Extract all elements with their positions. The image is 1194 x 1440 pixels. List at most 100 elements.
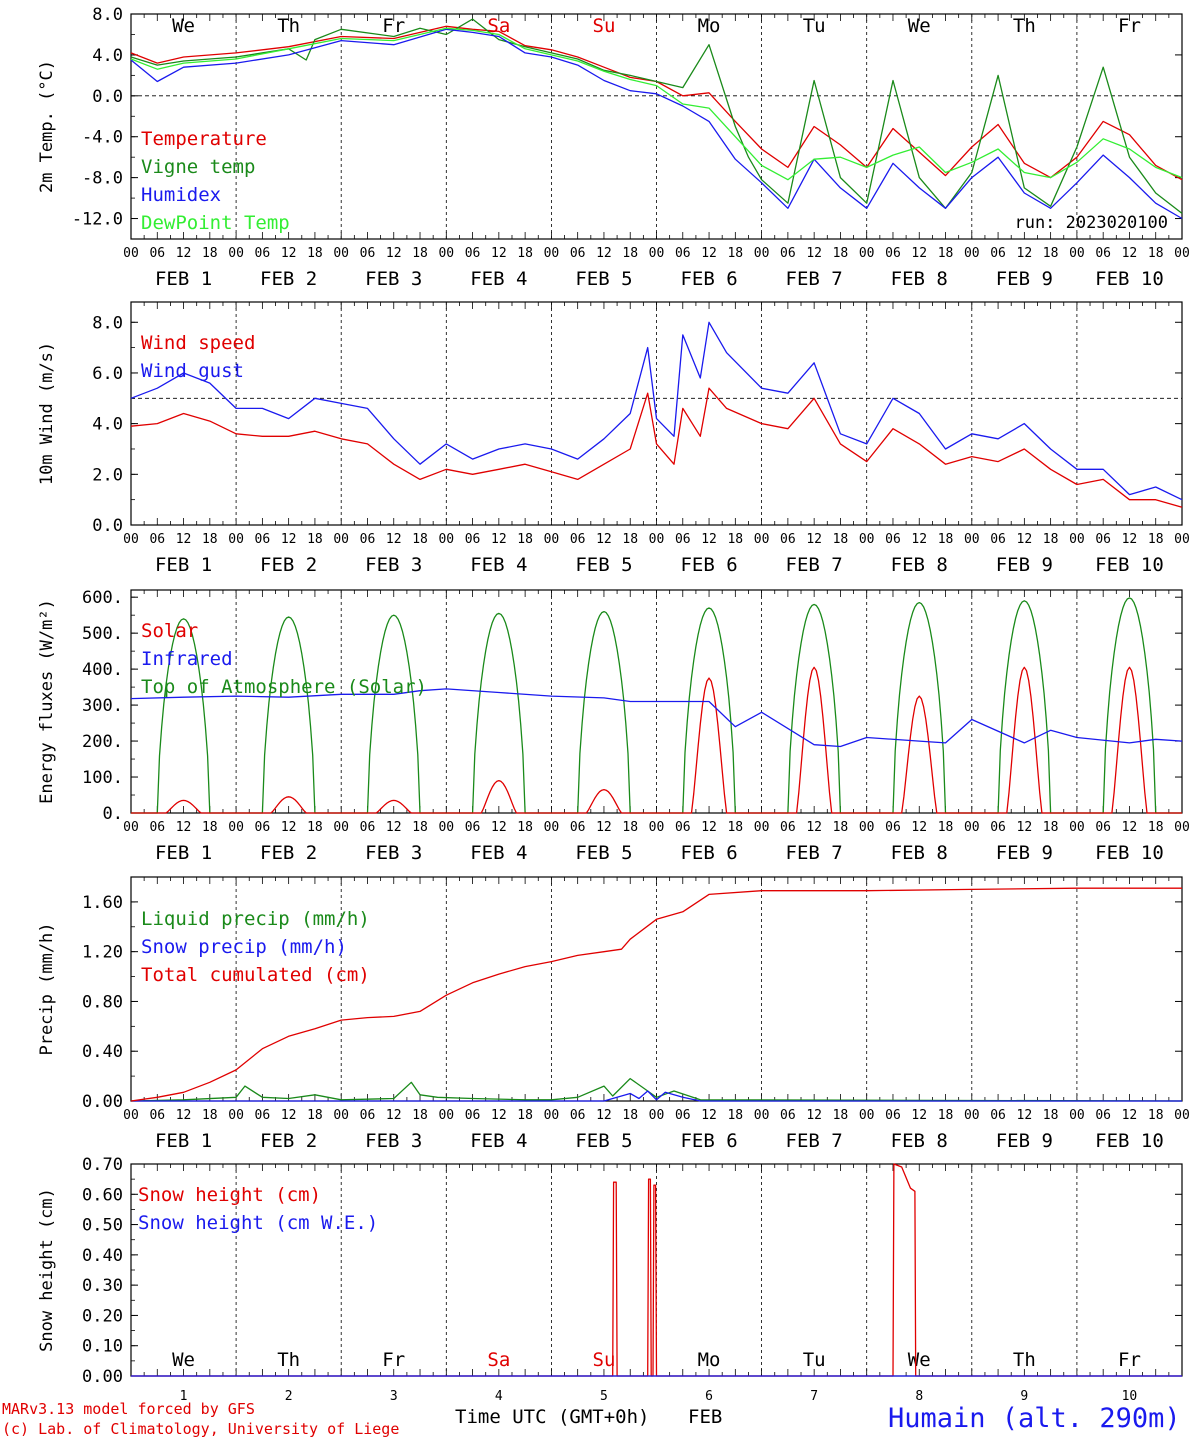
hour-tick-label: 18 — [622, 1108, 638, 1123]
legend-entry: Snow height (cm W.E.) — [138, 1212, 378, 1234]
y-tick-label: -8.0 — [82, 169, 123, 189]
date-label: FEB 9 — [996, 842, 1053, 864]
hour-tick-label: 06 — [360, 1108, 376, 1123]
series-line-temperature — [130, 25, 1183, 181]
hour-tick-label: 00 — [1069, 246, 1085, 261]
day-number-label: 8 — [915, 1389, 923, 1404]
panel-5: 0.70 0.60 0.50 0.40 0.30 0.20 0.10 0.00 Snow hei… — [37, 1155, 1183, 1404]
hour-tick-label: 12 — [1122, 246, 1138, 261]
hour-tick-label: 18 — [833, 532, 849, 547]
x-axis-title: Time UTC (GMT+0h) — [455, 1406, 649, 1428]
hour-tick-label: 18 — [517, 246, 533, 261]
day-label: Tu — [803, 1349, 826, 1371]
hour-tick-label: 12 — [491, 532, 507, 547]
hour-tick-label: 00 — [544, 532, 560, 547]
hour-tick-label: 00 — [228, 820, 244, 835]
date-label: FEB 5 — [575, 1130, 632, 1152]
date-label: FEB 10 — [1095, 554, 1164, 576]
series-line-snow-precip-mm-h- — [131, 1090, 1182, 1102]
hour-tick-label: 06 — [675, 820, 691, 835]
hour-tick-label: 18 — [517, 532, 533, 547]
hour-tick-label: 06 — [780, 246, 796, 261]
day-label: Fr — [382, 15, 405, 37]
hour-tick-label: 00 — [859, 532, 875, 547]
hour-tick-label: 18 — [938, 1108, 954, 1123]
y-tick-label: 0.00 — [82, 1367, 123, 1387]
date-label: FEB 5 — [575, 842, 632, 864]
hour-tick-label: 12 — [701, 246, 717, 261]
hour-tick-label: 12 — [386, 246, 402, 261]
date-label: FEB 9 — [996, 268, 1053, 290]
toa-solar-arc — [341, 614, 447, 814]
hour-tick-label: 12 — [386, 820, 402, 835]
date-label: FEB 1 — [155, 842, 212, 864]
toa-solar-arc — [551, 610, 657, 814]
hour-tick-label: 06 — [255, 246, 271, 261]
solar-arc — [446, 779, 552, 814]
hour-tick-label: 06 — [675, 246, 691, 261]
hour-tick-label: 12 — [806, 820, 822, 835]
hour-tick-label: 18 — [1043, 820, 1059, 835]
panel-3: 600. 500. 400. 300. 200. 100. 0. Energy fluxes … — [37, 588, 1190, 864]
date-label: FEB 8 — [891, 268, 948, 290]
hour-tick-label: 00 — [754, 532, 770, 547]
date-label: FEB 4 — [470, 268, 527, 290]
date-label: FEB 7 — [786, 554, 843, 576]
hour-tick-label: 18 — [1043, 246, 1059, 261]
hour-tick-label: 18 — [622, 820, 638, 835]
hour-tick-label: 12 — [281, 246, 297, 261]
day-number-label: 1 — [180, 1389, 188, 1404]
solar-arc — [341, 799, 447, 814]
hour-tick-label: 06 — [990, 1108, 1006, 1123]
hour-tick-label: 12 — [1122, 532, 1138, 547]
hour-tick-label: 00 — [438, 1108, 454, 1123]
y-axis-title: 10m Wind (m/s) — [37, 342, 57, 485]
y-tick-label: 4.0 — [92, 415, 123, 435]
legend-entry: Vigne temp — [141, 156, 255, 178]
hour-tick-label: 18 — [833, 820, 849, 835]
hour-tick-label: 18 — [307, 532, 323, 547]
panels: 8.0 4.0 0.0 -4.0 -8.0 -12.0 2m Temp. (°C) We Th F… — [37, 5, 1190, 1404]
legend-entry: Wind gust — [141, 360, 244, 382]
hour-tick-label: 12 — [701, 1108, 717, 1123]
hour-tick-label: 06 — [990, 820, 1006, 835]
date-label: FEB 1 — [155, 554, 212, 576]
hour-tick-label: 18 — [622, 246, 638, 261]
day-label: Mo — [698, 15, 721, 37]
date-label: FEB 2 — [260, 268, 317, 290]
y-tick-label: 500. — [82, 624, 123, 644]
hour-tick-label: 06 — [885, 1108, 901, 1123]
hour-tick-label: 06 — [149, 532, 165, 547]
y-tick-label: 300. — [82, 696, 123, 716]
hour-tick-label: 18 — [833, 246, 849, 261]
hour-tick-label: 18 — [938, 532, 954, 547]
hour-tick-label: 12 — [596, 820, 612, 835]
hour-tick-label: 00 — [123, 820, 139, 835]
hour-tick-label: 00 — [438, 820, 454, 835]
y-tick-label: 0.40 — [82, 1246, 123, 1266]
day-number-label: 3 — [390, 1389, 398, 1404]
hour-tick-label: 00 — [964, 532, 980, 547]
hour-tick-label: 12 — [596, 246, 612, 261]
day-label: Mo — [698, 1349, 721, 1371]
hour-tick-label: 18 — [1148, 246, 1164, 261]
hour-tick-label: 00 — [859, 1108, 875, 1123]
hour-tick-label: 12 — [596, 532, 612, 547]
toa-solar-arc — [761, 603, 867, 814]
y-tick-label: 4.0 — [92, 46, 123, 66]
hour-tick-label: 00 — [333, 820, 349, 835]
hour-tick-label: 00 — [649, 820, 665, 835]
footer-lab: (c) Lab. of Climatology, University of L… — [2, 1420, 399, 1438]
day-label: Su — [593, 15, 616, 37]
hour-tick-label: 06 — [885, 820, 901, 835]
day-label: We — [908, 1349, 931, 1371]
date-label: FEB 3 — [365, 268, 422, 290]
y-tick-label: 0.20 — [82, 1306, 123, 1326]
hour-tick-label: 18 — [307, 1108, 323, 1123]
hour-tick-label: 00 — [1069, 532, 1085, 547]
hour-tick-label: 00 — [964, 1108, 980, 1123]
legend-entry: Infrared — [141, 648, 233, 670]
hour-tick-label: 12 — [701, 532, 717, 547]
legend-entry: Solar — [141, 620, 198, 642]
